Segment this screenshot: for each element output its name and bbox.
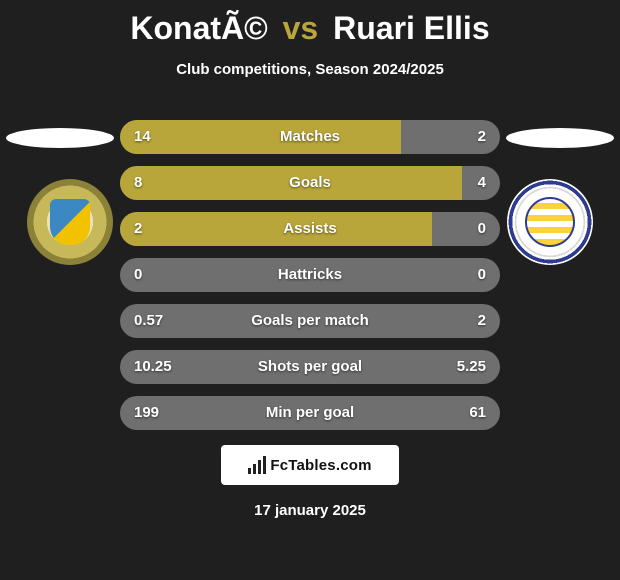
stat-value-right: 2 [478, 304, 486, 338]
crest-inner-icon [525, 197, 575, 247]
player1-avatar-placeholder [6, 128, 114, 148]
brand-text: FcTables.com [270, 457, 371, 474]
stat-value-right: 2 [478, 120, 486, 154]
player2-name: Ruari Ellis [333, 10, 490, 46]
player1-club-crest [27, 179, 113, 265]
stat-value-right: 0 [478, 212, 486, 246]
stat-row: 10.25Shots per goal5.25 [120, 350, 500, 384]
stat-label: Shots per goal [120, 350, 500, 384]
player2-club-crest [507, 179, 593, 265]
stat-value-right: 0 [478, 258, 486, 292]
brand-badge: FcTables.com [221, 445, 399, 485]
stat-label: Goals [120, 166, 500, 200]
stat-value-right: 61 [469, 396, 486, 430]
stat-row: 0Hattricks0 [120, 258, 500, 292]
stat-label: Matches [120, 120, 500, 154]
comparison-title: KonatÃ© vs Ruari Ellis [0, 0, 620, 47]
stat-value-right: 4 [478, 166, 486, 200]
bars-icon [248, 456, 266, 474]
player1-name: KonatÃ© [130, 10, 267, 46]
vs-label: vs [283, 10, 319, 46]
stat-row: 14Matches2 [120, 120, 500, 154]
stat-row: 199Min per goal61 [120, 396, 500, 430]
stats-container: 14Matches28Goals42Assists00Hattricks00.5… [120, 120, 500, 442]
stat-row: 0.57Goals per match2 [120, 304, 500, 338]
stat-label: Min per goal [120, 396, 500, 430]
subtitle: Club competitions, Season 2024/2025 [0, 61, 620, 78]
stat-value-right: 5.25 [457, 350, 486, 384]
player2-avatar-placeholder [506, 128, 614, 148]
stat-label: Goals per match [120, 304, 500, 338]
stat-label: Assists [120, 212, 500, 246]
crest-shield-icon [50, 199, 90, 245]
stat-label: Hattricks [120, 258, 500, 292]
stat-row: 8Goals4 [120, 166, 500, 200]
stat-row: 2Assists0 [120, 212, 500, 246]
date-label: 17 january 2025 [0, 502, 620, 519]
